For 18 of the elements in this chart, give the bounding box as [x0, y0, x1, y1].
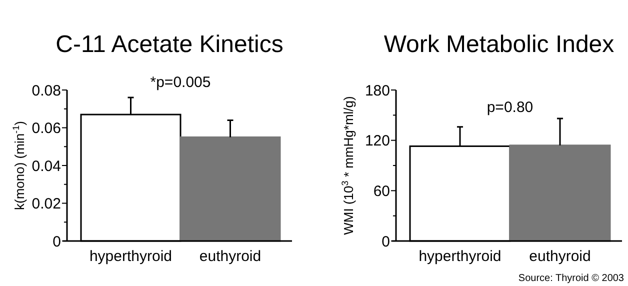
chart-title: C-11 Acetate Kinetics — [56, 31, 284, 58]
source-note: Source: Thyroid © 2003 — [518, 273, 624, 284]
annotation: p=0.80 — [486, 99, 534, 116]
y-tick-label: 0 — [382, 233, 390, 250]
y-tick-label: 60 — [373, 182, 390, 200]
y-tick-label: 0.08 — [32, 82, 61, 100]
y-tick-label: 0 — [52, 233, 61, 250]
chart-title: Work Metabolic Index — [384, 31, 614, 58]
annotation: *p=0.005 — [150, 74, 211, 91]
y-tick-label: 0.04 — [32, 158, 61, 175]
x-tick-label: hyperthyroid — [89, 248, 172, 265]
x-tick-label: euthyroid — [199, 248, 262, 265]
x-tick-label: hyperthyroid — [418, 248, 502, 265]
y-tick-label: 0.02 — [32, 196, 61, 212]
y-tick-label: 120 — [364, 132, 390, 150]
x-tick-label: euthyroid — [529, 248, 591, 265]
y-tick-label: 180 — [364, 82, 390, 100]
y-tick-label: 0.06 — [32, 120, 61, 137]
